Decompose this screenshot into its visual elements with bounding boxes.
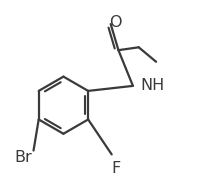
Text: O: O — [109, 15, 122, 30]
Text: NH: NH — [141, 78, 165, 93]
Text: F: F — [111, 161, 120, 176]
Text: Br: Br — [14, 150, 32, 165]
